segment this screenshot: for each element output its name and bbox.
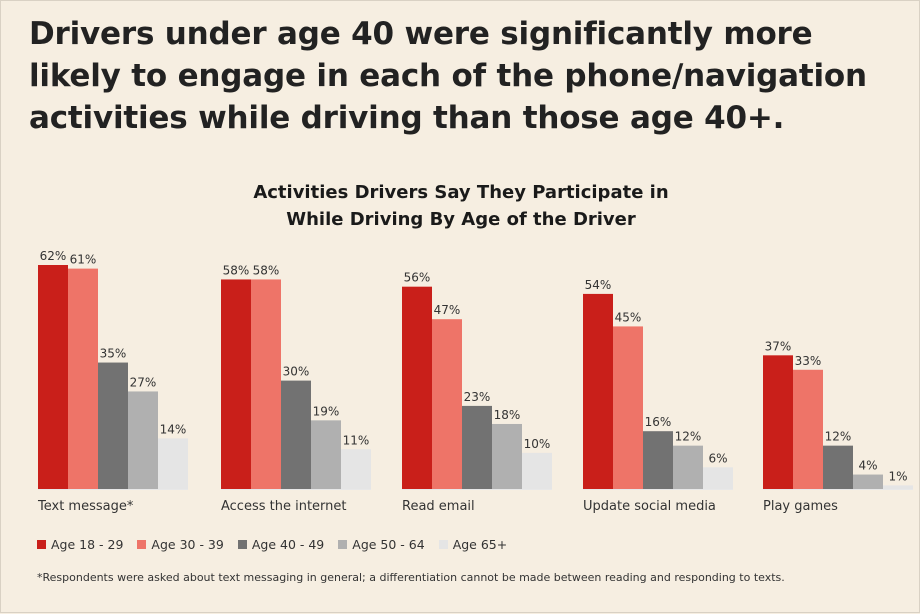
data-label-update-social-media-age-30-39: 45% <box>615 310 642 324</box>
legend-label: Age 65+ <box>452 537 508 552</box>
data-label-read-email-age-40-49: 23% <box>464 390 491 404</box>
data-label-play-games-age-30-39: 33% <box>795 354 822 368</box>
category-label-update-social-media: Update social media <box>583 499 716 514</box>
data-label-access-the-internet-age-50-64: 19% <box>313 404 340 418</box>
bar-access-the-internet-age-65 <box>341 449 371 489</box>
legend-swatch <box>37 540 46 549</box>
category-label-play-games: Play games <box>763 499 838 514</box>
data-label-access-the-internet-age-30-39: 58% <box>253 263 280 277</box>
data-label-text-message-age-65: 14% <box>160 422 187 436</box>
bar-update-social-media-age-30-39 <box>613 326 643 489</box>
bar-update-social-media-age-65 <box>703 467 733 489</box>
legend-swatch <box>237 540 247 549</box>
legend-swatch <box>338 540 348 549</box>
legend-item-age-65-plus: Age 65+ <box>438 537 508 552</box>
bar-access-the-internet-age-50-64 <box>311 420 341 489</box>
bar-update-social-media-age-50-64 <box>673 445 703 489</box>
bar-update-social-media-age-40-49 <box>643 431 673 489</box>
bar-update-social-media-age-18-29 <box>583 293 613 489</box>
headline: Drivers under age 40 were significantly … <box>29 16 867 136</box>
data-label-play-games-age-50-64: 4% <box>858 459 877 473</box>
bar-read-email-age-30-39 <box>432 319 462 489</box>
chart-title-line-2: While Driving By Age of the Driver <box>286 209 636 230</box>
data-label-access-the-internet-age-40-49: 30% <box>283 365 310 379</box>
legend-label: Age 50 - 64 <box>352 537 425 552</box>
data-label-update-social-media-age-18-29: 54% <box>585 278 612 292</box>
legend-swatch <box>137 540 147 549</box>
data-label-text-message-age-40-49: 35% <box>100 347 127 361</box>
category-label-access-the-internet: Access the internet <box>221 499 347 514</box>
data-label-text-message-age-50-64: 27% <box>130 375 157 389</box>
bar-play-games-age-50-64 <box>853 474 883 489</box>
bar-play-games-age-65 <box>883 485 913 489</box>
legend-swatch <box>438 540 448 549</box>
data-label-access-the-internet-age-65: 11% <box>343 433 370 447</box>
data-label-play-games-age-40-49: 12% <box>825 430 852 444</box>
legend-item-age-30-39: Age 30 - 39 <box>137 537 224 552</box>
category-label-read-email: Read email <box>402 499 475 514</box>
data-label-access-the-internet-age-18-29: 58% <box>223 263 250 277</box>
legend: Age 18 - 29 Age 30 - 39 Age 40 - 49 Age … <box>37 537 521 552</box>
bar-read-email-age-40-49 <box>462 405 492 489</box>
bar-text-message-age-30-39 <box>68 268 98 489</box>
data-label-text-message-age-30-39: 61% <box>70 253 97 267</box>
legend-item-age-50-64: Age 50 - 64 <box>338 537 425 552</box>
legend-label: Age 40 - 49 <box>251 537 325 552</box>
data-label-update-social-media-age-50-64: 12% <box>675 430 702 444</box>
bar-play-games-age-30-39 <box>793 369 823 489</box>
data-label-text-message-age-18-29: 62% <box>40 249 67 263</box>
legend-item-age-18-29: Age 18 - 29 <box>37 537 123 552</box>
data-label-play-games-age-65: 1% <box>888 469 907 483</box>
chart-title-line-1: Activities Drivers Say They Participate … <box>253 182 669 203</box>
bar-read-email-age-18-29 <box>402 286 432 489</box>
bar-read-email-age-50-64 <box>492 423 522 489</box>
bar-text-message-age-18-29 <box>38 265 68 489</box>
data-label-update-social-media-age-40-49: 16% <box>645 415 672 429</box>
bar-play-games-age-40-49 <box>823 445 853 489</box>
bar-access-the-internet-age-40-49 <box>281 380 311 489</box>
data-label-play-games-age-18-29: 37% <box>765 339 792 353</box>
footnote: *Respondents were asked about text messa… <box>37 571 785 584</box>
bar-text-message-age-65 <box>158 438 188 489</box>
bar-text-message-age-40-49 <box>98 362 128 489</box>
bar-access-the-internet-age-18-29 <box>221 279 251 489</box>
category-label-text-message: Text message* <box>37 499 134 514</box>
legend-item-age-40-49: Age 40 - 49 <box>237 537 325 552</box>
bar-text-message-age-50-64 <box>128 391 158 489</box>
data-label-update-social-media-age-65: 6% <box>708 451 727 465</box>
legend-label: Age 30 - 39 <box>151 537 224 552</box>
chart-title: Activities Drivers Say They Participate … <box>1 179 920 233</box>
data-label-read-email-age-50-64: 18% <box>494 408 521 422</box>
data-label-read-email-age-65: 10% <box>524 437 551 451</box>
bar-play-games-age-18-29 <box>763 355 793 489</box>
data-label-read-email-age-30-39: 47% <box>434 303 461 317</box>
bar-access-the-internet-age-30-39 <box>251 279 281 489</box>
bar-read-email-age-65 <box>522 452 552 489</box>
data-label-read-email-age-18-29: 56% <box>404 271 431 285</box>
legend-label: Age 18 - 29 <box>51 537 124 552</box>
